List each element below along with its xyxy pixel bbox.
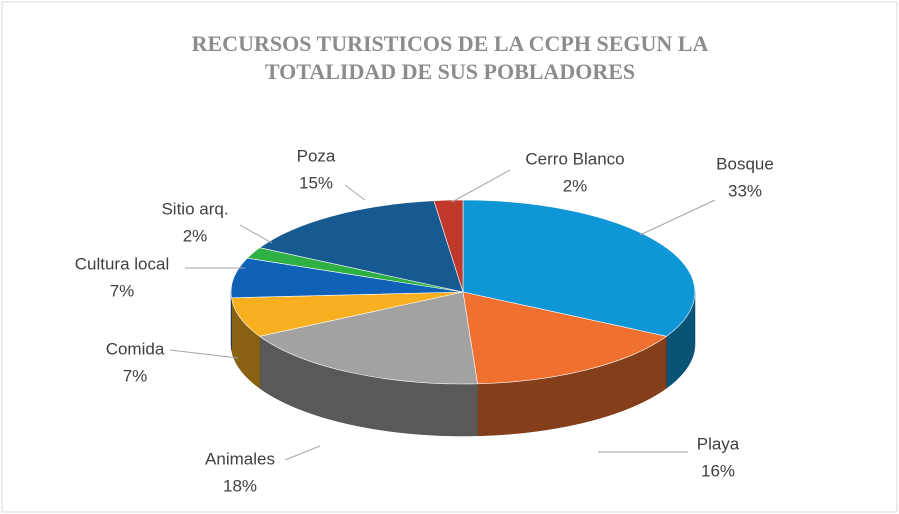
data-label-name: Comida <box>106 339 165 358</box>
data-label-value: 7% <box>123 366 148 385</box>
leader-line <box>451 169 511 203</box>
data-label-name: Bosque <box>716 154 774 173</box>
data-label-value: 16% <box>701 461 735 480</box>
leader-line <box>239 224 273 244</box>
data-label-value: 18% <box>223 476 257 495</box>
data-label-name: Sitio arq. <box>161 199 228 218</box>
data-label-name: Cerro Blanco <box>525 149 624 168</box>
slice <box>462 291 668 385</box>
slice <box>462 199 696 337</box>
slice <box>231 291 464 337</box>
leader-line <box>639 199 716 236</box>
data-label-name: Playa <box>697 434 740 453</box>
leader-line <box>169 349 239 359</box>
data-label-value: 15% <box>299 173 333 192</box>
slice <box>258 200 464 293</box>
slice <box>258 291 478 385</box>
chart-title: RECURSOS TURISTICOS DE LA CCPH SEGUN LA … <box>191 31 709 84</box>
leader-line <box>284 445 321 461</box>
data-label-value: 2% <box>183 226 208 245</box>
data-label-value: 7% <box>110 281 135 300</box>
data-label-name: Animales <box>205 449 275 468</box>
slice <box>230 257 464 299</box>
data-label-value: 33% <box>728 181 762 200</box>
data-label-name: Cultura local <box>75 254 170 273</box>
data-label-value: 2% <box>563 176 588 195</box>
slice <box>433 199 464 293</box>
leader-line <box>344 184 366 201</box>
data-label-name: Poza <box>297 146 336 165</box>
